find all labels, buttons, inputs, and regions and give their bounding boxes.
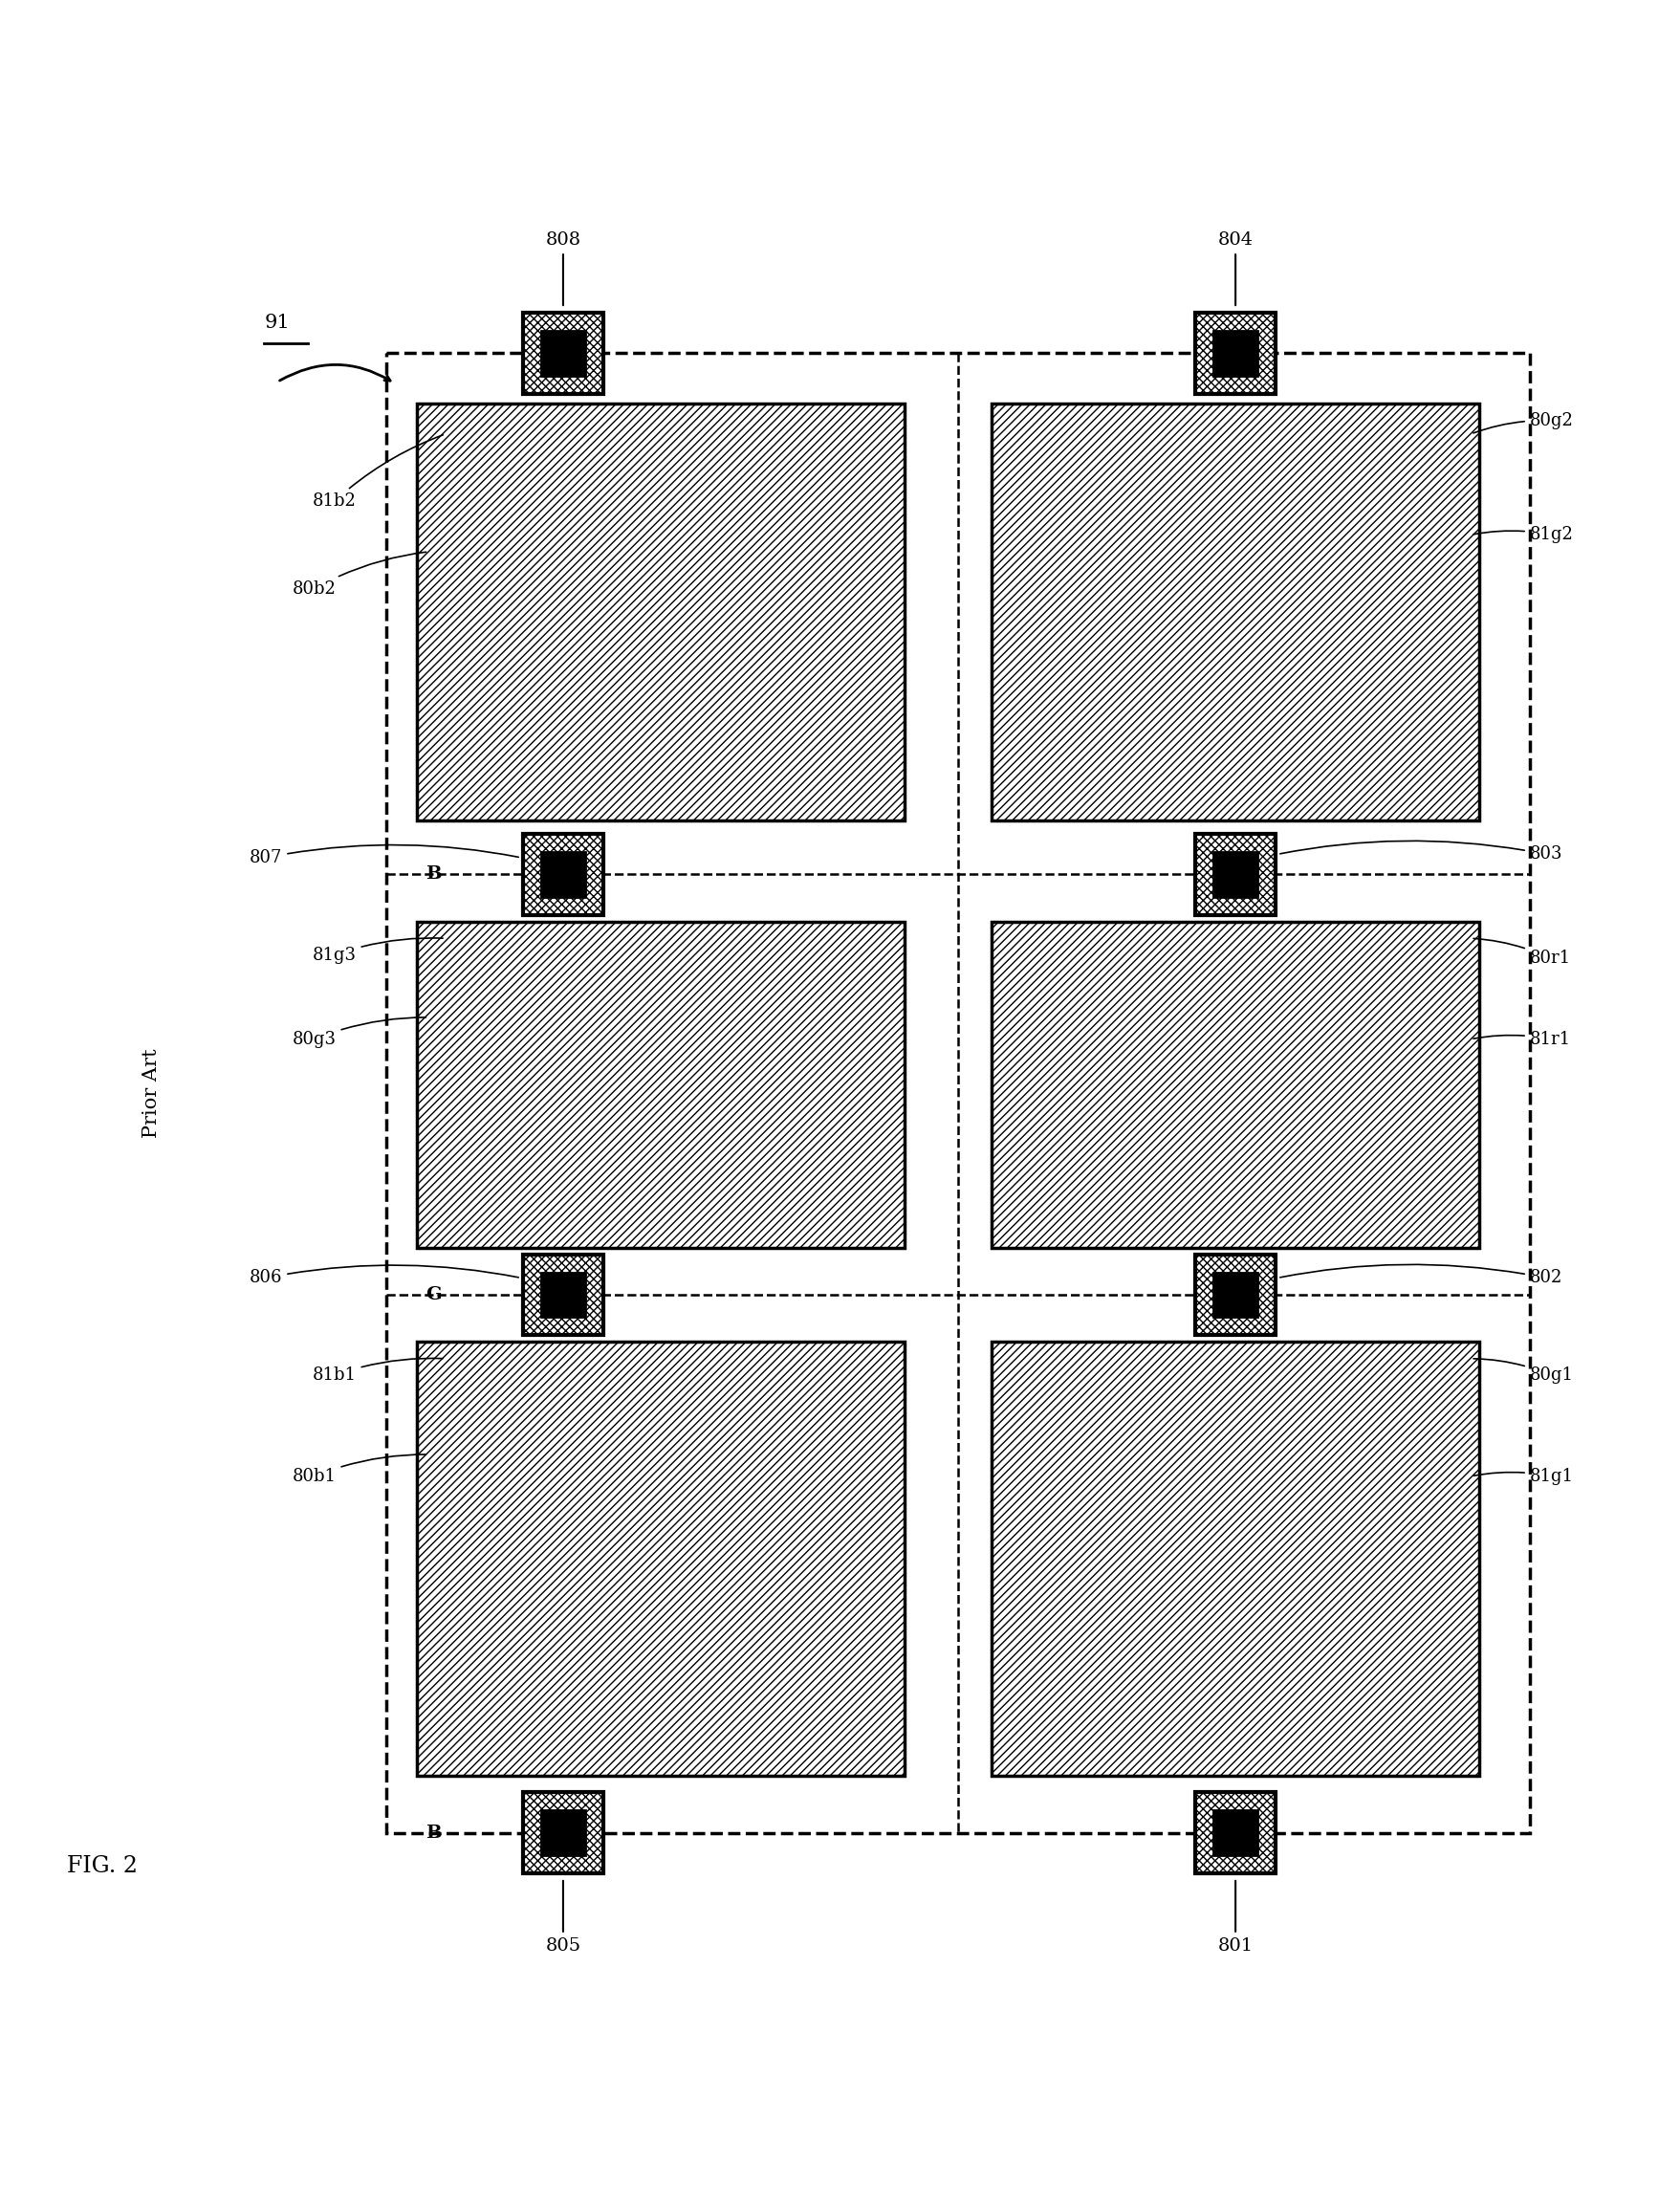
Text: 81r1: 81r1 bbox=[1473, 1030, 1571, 1047]
Bar bbox=[541, 1272, 585, 1316]
Text: 80b2: 80b2 bbox=[292, 553, 425, 597]
Text: 81g3: 81g3 bbox=[312, 938, 442, 964]
Bar bbox=[991, 922, 1478, 1248]
Bar bbox=[1213, 1272, 1257, 1316]
Text: Prior Art: Prior Art bbox=[143, 1049, 160, 1137]
Bar bbox=[1194, 313, 1275, 393]
Bar bbox=[417, 404, 904, 820]
Bar bbox=[522, 1255, 603, 1336]
Text: 807: 807 bbox=[249, 844, 517, 866]
Text: G: G bbox=[425, 1285, 440, 1303]
Bar bbox=[522, 313, 603, 393]
Text: 80b1: 80b1 bbox=[292, 1454, 425, 1484]
Text: 806: 806 bbox=[249, 1266, 517, 1288]
Bar bbox=[541, 1810, 585, 1856]
Text: B: B bbox=[425, 1823, 440, 1841]
Text: G: G bbox=[1231, 866, 1247, 883]
Text: 80r1: 80r1 bbox=[1473, 938, 1571, 966]
Text: 805: 805 bbox=[544, 1880, 581, 1954]
Text: 91: 91 bbox=[264, 313, 291, 332]
Text: 801: 801 bbox=[1216, 1880, 1253, 1954]
Bar bbox=[417, 1342, 904, 1775]
Bar bbox=[417, 922, 904, 1248]
Text: 80g2: 80g2 bbox=[1472, 411, 1572, 433]
Bar bbox=[522, 1793, 603, 1873]
Bar bbox=[991, 404, 1478, 820]
Text: 81g1: 81g1 bbox=[1473, 1467, 1572, 1484]
Bar bbox=[1194, 835, 1275, 914]
Text: 808: 808 bbox=[544, 232, 581, 306]
Text: 802: 802 bbox=[1280, 1264, 1562, 1288]
Bar bbox=[386, 354, 1529, 1832]
Text: B: B bbox=[425, 866, 440, 883]
Text: 81b2: 81b2 bbox=[312, 435, 444, 509]
Text: 80g3: 80g3 bbox=[292, 1016, 425, 1047]
Bar bbox=[1213, 330, 1257, 376]
Bar bbox=[1194, 1793, 1275, 1873]
Bar bbox=[1194, 1255, 1275, 1336]
Text: R: R bbox=[1231, 1285, 1247, 1303]
Text: G: G bbox=[1231, 1823, 1247, 1841]
Bar bbox=[991, 1342, 1478, 1775]
Text: 804: 804 bbox=[1216, 232, 1253, 306]
Bar bbox=[541, 330, 585, 376]
Text: 80g1: 80g1 bbox=[1473, 1360, 1572, 1384]
Text: 81b1: 81b1 bbox=[312, 1358, 442, 1384]
Text: FIG. 2: FIG. 2 bbox=[67, 1856, 138, 1878]
Bar bbox=[1213, 853, 1257, 896]
Text: 803: 803 bbox=[1280, 842, 1562, 863]
Bar bbox=[541, 853, 585, 896]
Bar bbox=[522, 835, 603, 914]
Bar bbox=[1213, 1810, 1257, 1856]
Text: 81g2: 81g2 bbox=[1473, 527, 1572, 544]
